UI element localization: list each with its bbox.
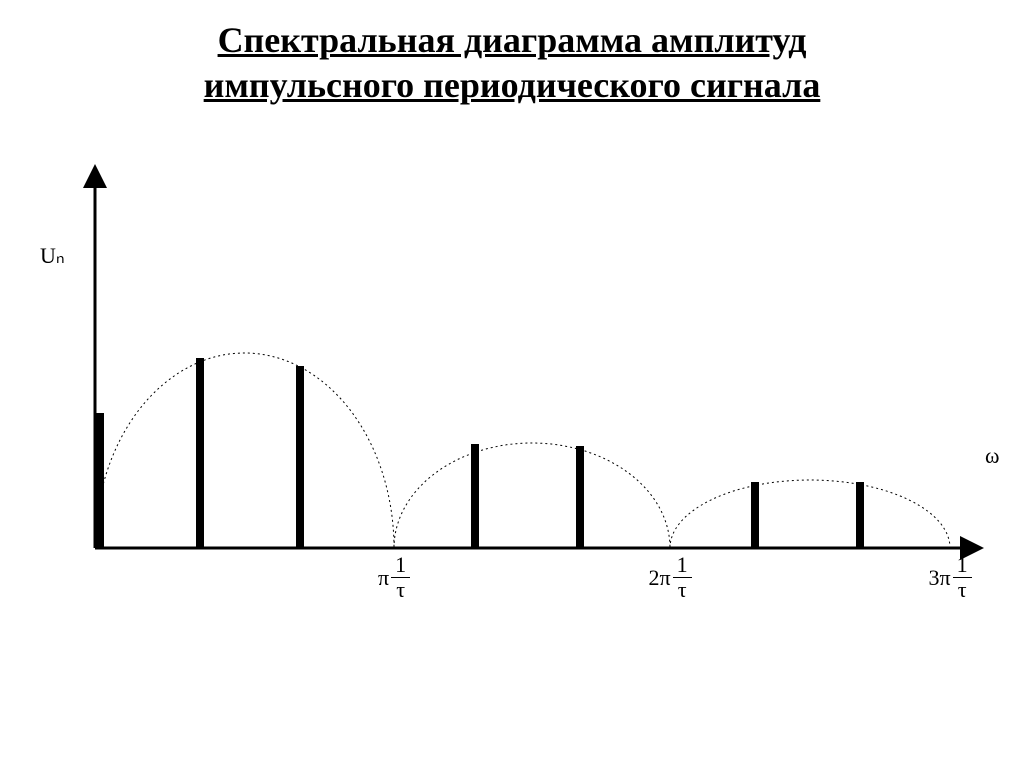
y-axis-label: Uₙ — [40, 243, 65, 269]
envelope-lobe-0 — [95, 353, 394, 548]
x-tick-fraction: 1τ — [953, 554, 972, 601]
envelope-lobe-1 — [394, 443, 670, 548]
x-axis-label: ω — [985, 443, 999, 469]
spectrum-diagram: Uₙ ω π1τ2π1τ3π1τ — [0, 108, 1024, 728]
x-tick-0: π1τ — [378, 554, 410, 601]
x-tick-prefix: 2π — [649, 565, 671, 591]
x-tick-1: 2π1τ — [649, 554, 692, 601]
title-line-2: импульсного периодического сигнала — [204, 65, 821, 105]
x-tick-fraction: 1τ — [391, 554, 410, 601]
x-tick-fraction: 1τ — [673, 554, 692, 601]
x-tick-prefix: 3π — [929, 565, 951, 591]
chart-svg — [0, 108, 1024, 728]
title-line-1: Спектральная диаграмма амплитуд — [218, 20, 807, 60]
x-tick-2: 3π1τ — [929, 554, 972, 601]
envelope-lobe-2 — [670, 480, 950, 548]
x-tick-prefix: π — [378, 565, 389, 591]
